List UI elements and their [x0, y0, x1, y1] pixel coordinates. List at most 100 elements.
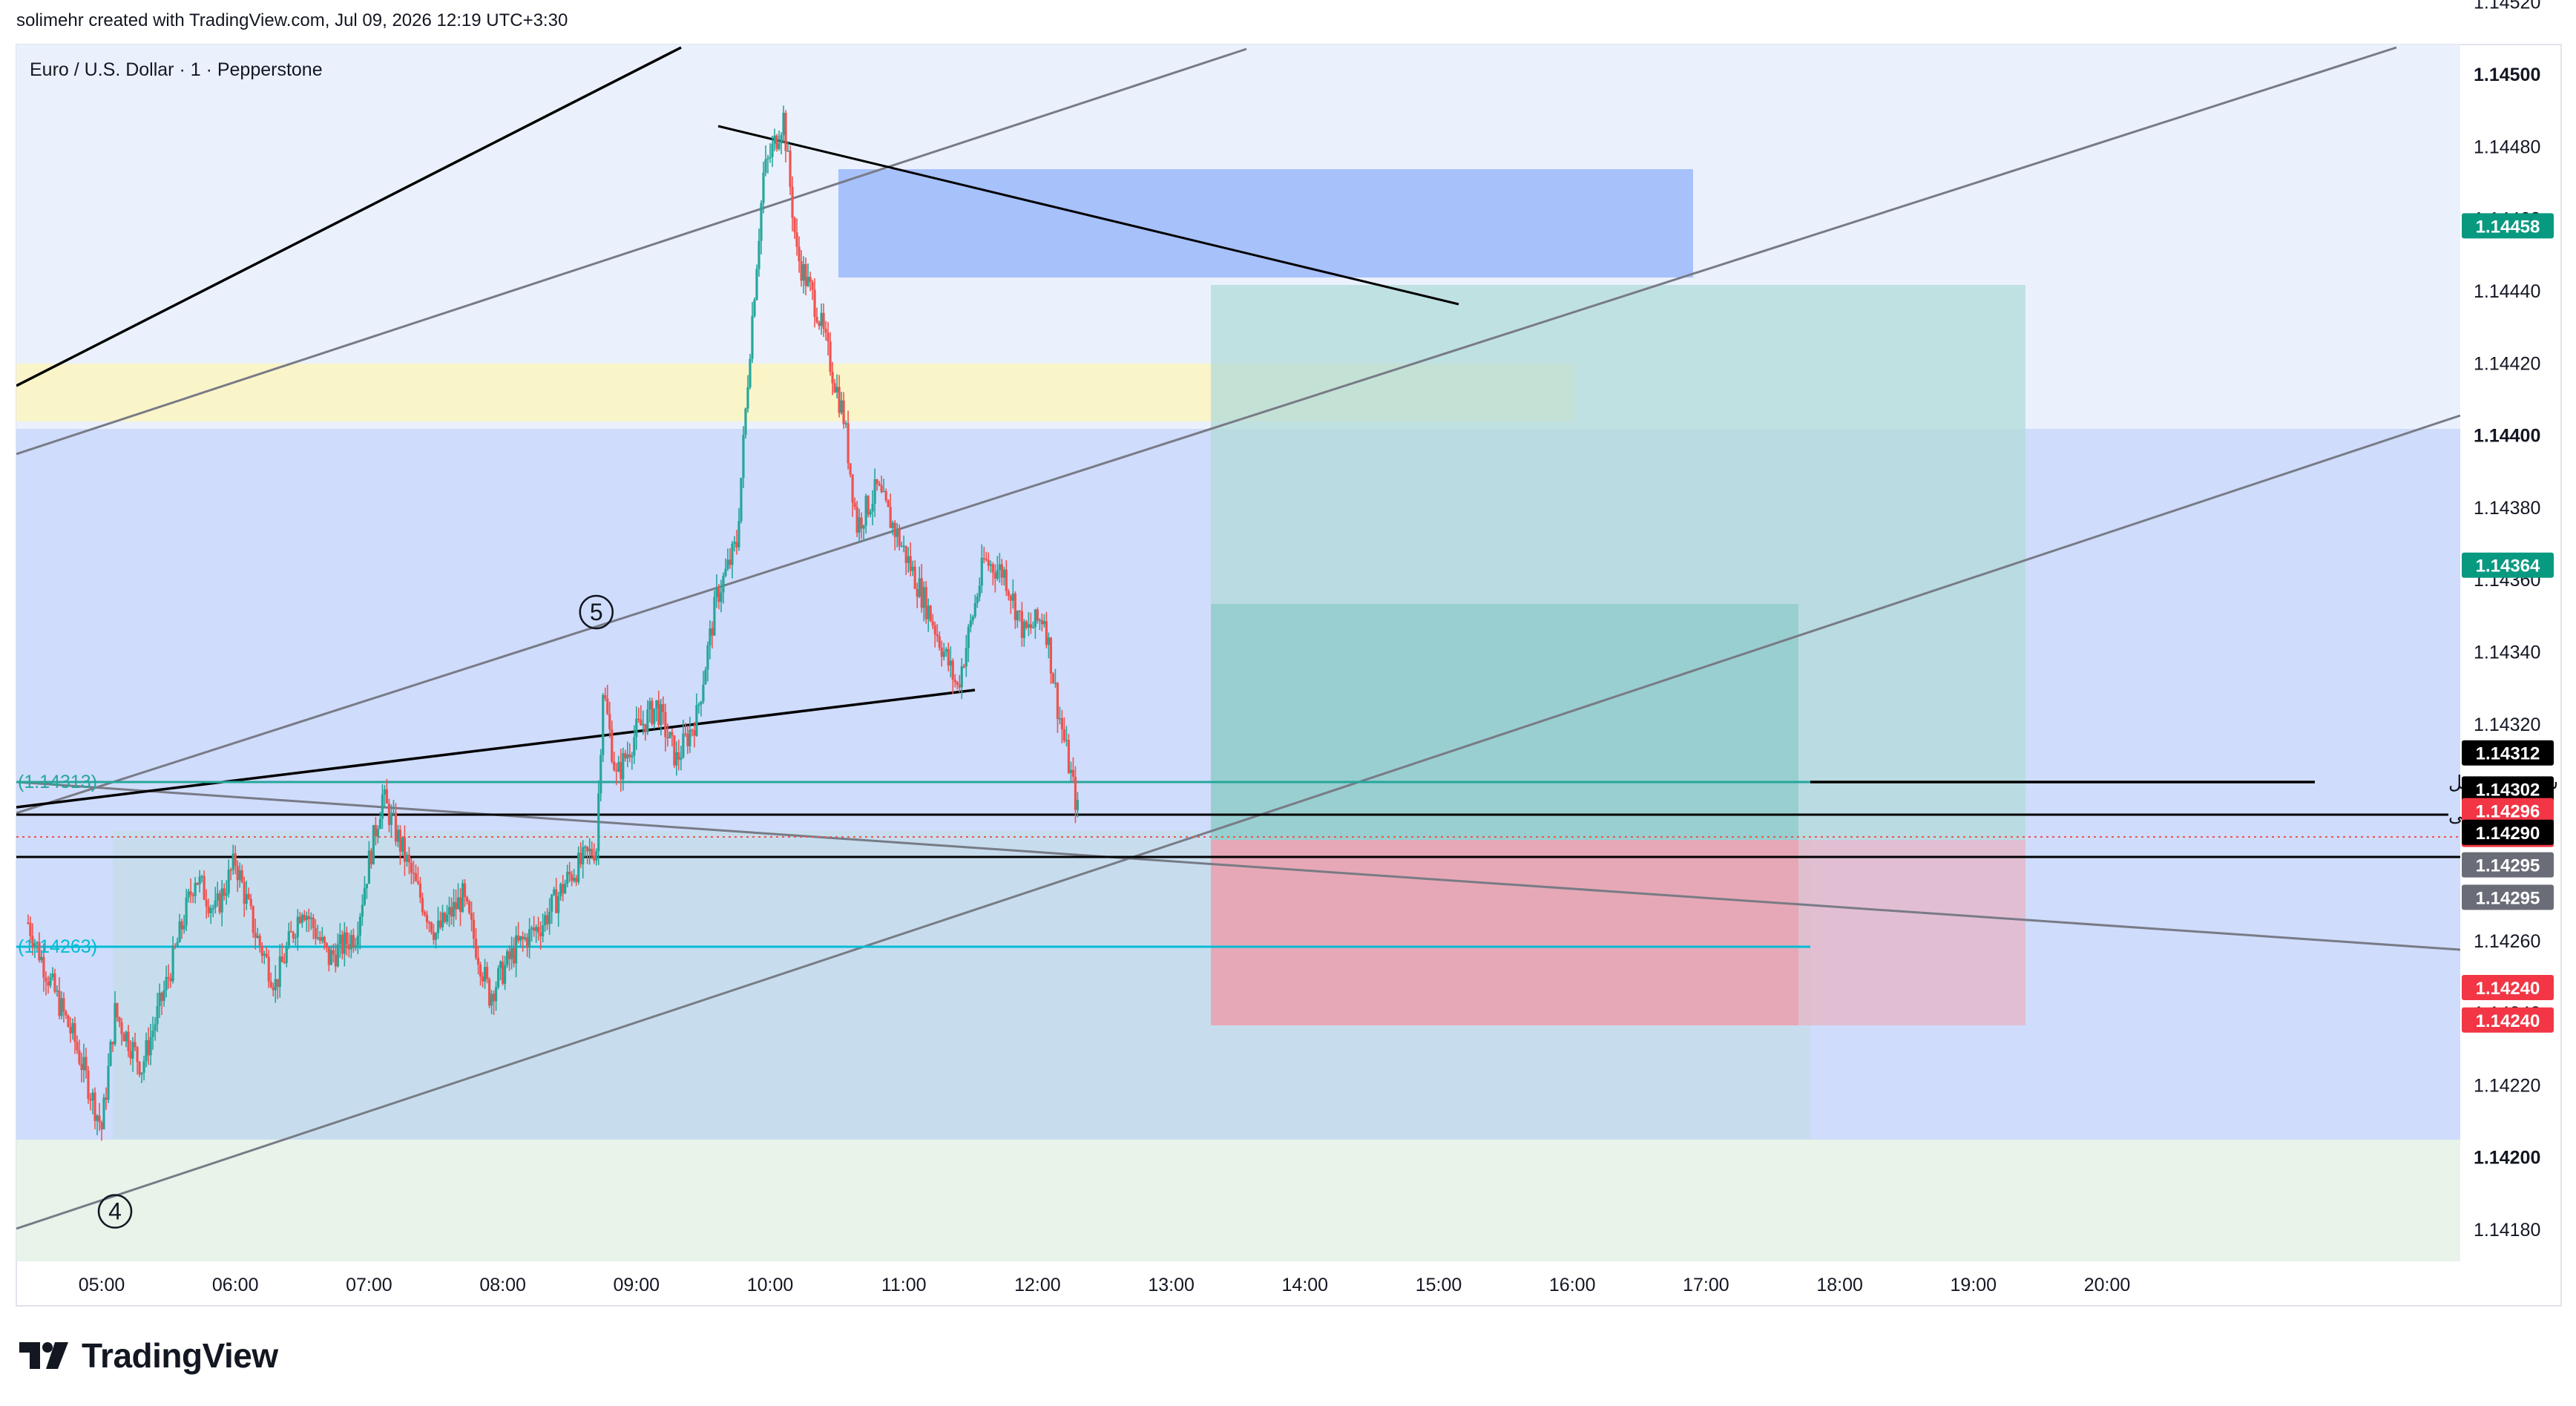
candle-body	[844, 423, 847, 424]
long-position-inner-target[interactable]	[1211, 604, 1798, 840]
candle-body	[798, 246, 801, 262]
channel-middle-line[interactable]	[16, 46, 2397, 815]
candle-body	[602, 694, 605, 755]
candle-body	[902, 545, 905, 548]
candle-body	[746, 387, 749, 409]
candle-body	[1047, 637, 1051, 645]
candle-body	[183, 925, 185, 930]
candle-body	[345, 932, 348, 945]
candle-body	[231, 853, 234, 870]
price-tick-label: 1.14520	[2474, 0, 2540, 13]
candle-body	[307, 916, 310, 919]
long-position-stop-inner[interactable]	[1211, 840, 1798, 1025]
candle-body	[156, 1005, 159, 1025]
candle-body	[305, 916, 308, 921]
price-tag	[2462, 1007, 2554, 1033]
candle-body	[606, 698, 609, 715]
time-axis[interactable]: 05:00 06:00 07:00 08:00 09:00 10:00 11:00 12:00…	[79, 1275, 2131, 1295]
black-trendline-supply[interactable]	[717, 125, 1459, 306]
tradingview-logo[interactable]: TradingView	[19, 1336, 278, 1376]
candle-body	[343, 932, 346, 954]
candle-body	[847, 423, 850, 464]
candle-body	[982, 557, 985, 559]
black-trendline-wave5[interactable]	[16, 689, 976, 809]
candle-body	[1054, 683, 1057, 684]
candle-body	[243, 881, 246, 904]
candle-body	[949, 660, 952, 666]
candle-body	[459, 897, 462, 913]
zone-bottom-green[interactable]	[16, 1140, 2460, 1261]
candle-body	[637, 718, 640, 720]
candle-body	[775, 135, 778, 149]
time-tick-label: 15:00	[1416, 1275, 1462, 1295]
candle-body	[27, 922, 30, 924]
candle-body	[1031, 627, 1034, 628]
time-tick-label: 08:00	[479, 1275, 526, 1295]
candle-body	[642, 723, 645, 726]
candle-body	[180, 921, 183, 930]
candle-body	[102, 1097, 105, 1129]
candle-body	[791, 186, 794, 218]
candle-body	[461, 883, 464, 913]
price-tick-label: 1.14500	[2474, 65, 2540, 85]
candle-body	[358, 916, 361, 936]
candle-body	[80, 1063, 83, 1071]
candle-body	[178, 921, 181, 942]
candle-body	[778, 143, 781, 149]
candle-body	[740, 478, 743, 522]
candle-body	[158, 992, 161, 1006]
candle-body	[452, 901, 456, 917]
candle-body	[1051, 673, 1055, 683]
channel-lower-line[interactable]	[16, 414, 2460, 1230]
candle-body	[918, 578, 921, 597]
tradingview-logo-icon	[19, 1342, 68, 1369]
candle-body	[280, 956, 283, 962]
candle-body	[539, 933, 542, 936]
candle-body	[884, 490, 887, 501]
zone-supply-blue[interactable]	[838, 169, 1693, 277]
candle-body	[309, 917, 312, 919]
candle-body	[314, 927, 317, 939]
candle-body	[862, 525, 865, 529]
candle-body	[109, 1042, 112, 1066]
candle-body	[869, 511, 872, 515]
candle-body	[769, 157, 772, 159]
candle-body	[833, 383, 836, 392]
candle-body	[434, 933, 438, 940]
candle-body	[361, 904, 364, 917]
candle-body	[644, 723, 647, 732]
candle-body	[651, 700, 654, 724]
candle-body	[1069, 769, 1073, 773]
candle-body	[1013, 594, 1016, 620]
candle-body	[227, 870, 230, 894]
candle-body	[764, 159, 767, 173]
descending-gray-line[interactable]	[16, 781, 2460, 951]
candle-body	[611, 729, 614, 762]
candle-body	[418, 883, 422, 899]
candle-body	[238, 870, 241, 881]
candle-body	[298, 916, 301, 923]
candle-body	[809, 277, 812, 283]
candle-body	[483, 967, 487, 982]
candle-body	[151, 1030, 154, 1037]
candle-body	[944, 648, 947, 652]
candle-body	[936, 634, 939, 637]
price-tag	[2462, 852, 2554, 878]
wave-label-circle[interactable]	[97, 1194, 133, 1229]
hline-label-114313: (1.14313)	[18, 772, 97, 792]
black-trendline-top-left[interactable]	[16, 46, 682, 387]
candle-body	[487, 979, 491, 1006]
candle-body	[1016, 611, 1019, 620]
price-tag	[2462, 819, 2554, 845]
candle-body	[1029, 624, 1032, 628]
candle-body	[762, 172, 765, 203]
candle-body	[31, 936, 34, 947]
wave-label-circle[interactable]	[579, 594, 614, 630]
candle-body	[804, 263, 807, 286]
candle-body	[120, 1022, 123, 1034]
candle-body	[1027, 624, 1030, 628]
channel-upper-line[interactable]	[16, 47, 1247, 456]
candle-body	[628, 754, 631, 758]
candle-body	[416, 881, 420, 884]
